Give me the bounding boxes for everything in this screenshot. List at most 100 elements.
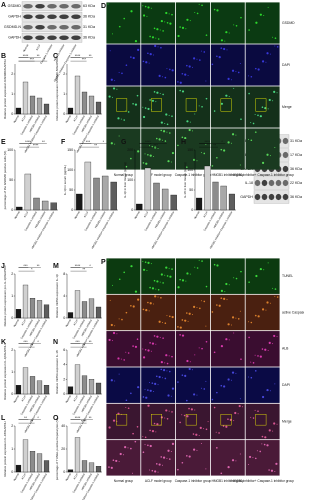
stain-dot [177, 326, 179, 328]
stain-dot [185, 280, 187, 282]
stain-dot [147, 301, 149, 304]
bar [204, 165, 211, 211]
stain-dot [110, 466, 113, 469]
stain-dot [168, 315, 171, 318]
significance: ** [213, 143, 216, 147]
stain-dot [160, 121, 163, 124]
stain-dot [181, 414, 183, 416]
x-tick-label: ACLF [20, 114, 27, 122]
stain-dot [193, 57, 196, 60]
stain-dot [164, 377, 167, 380]
stain-dot [254, 314, 257, 317]
bar [95, 382, 102, 395]
stain-dot [116, 88, 118, 90]
bar [29, 95, 36, 115]
blot-row-name: GAPDH [240, 195, 253, 199]
stain-dot [220, 39, 224, 42]
stain-dot [134, 440, 137, 443]
stain-dot [125, 311, 128, 314]
stain-dot [248, 336, 250, 339]
stain-dot [190, 408, 193, 411]
stain-dot [144, 388, 146, 390]
stain-dot [168, 370, 171, 373]
lane-label: ACLF [35, 43, 42, 51]
blot-size: 22 KDa [290, 181, 302, 185]
blot-band [71, 14, 81, 20]
significance: **** [33, 143, 39, 147]
stain-dot [227, 323, 230, 326]
stain-dot [161, 321, 163, 323]
stain-dot [168, 410, 170, 412]
stain-dot [194, 266, 196, 268]
stain-dot [147, 389, 149, 391]
x-tick-label: ACLF [20, 472, 27, 480]
group-label: Caspase-1 inhibitor group [175, 479, 212, 483]
stain-dot [166, 457, 168, 459]
stain-dot [237, 413, 239, 415]
stain-dot [239, 398, 241, 400]
bar [161, 188, 169, 211]
stain-dot [181, 90, 185, 93]
stain-dot [242, 406, 244, 408]
stain-dot [160, 456, 163, 458]
stain-dot [154, 470, 157, 473]
stain-dot [149, 154, 152, 157]
stain-dot [162, 337, 164, 339]
stain-dot [230, 142, 232, 144]
stain-dot [264, 106, 267, 110]
micrograph [176, 128, 210, 170]
bar [81, 460, 88, 473]
significance: *** [30, 57, 35, 61]
panel-label: H [181, 139, 186, 146]
stain-dot [193, 158, 196, 161]
blot-band [275, 179, 282, 187]
stain-dot [213, 8, 216, 11]
bar [212, 181, 219, 211]
stain-dot [247, 376, 249, 378]
stain-dot [142, 348, 144, 350]
channel-label: DAPI [282, 383, 290, 387]
stain-dot [153, 27, 156, 30]
stain-dot [132, 56, 135, 60]
stain-dot [240, 16, 242, 19]
stain-dot [166, 68, 168, 70]
stain-dot [213, 406, 216, 409]
blot-band [47, 24, 57, 30]
bar [50, 202, 57, 211]
stain-dot [149, 389, 152, 392]
bar [81, 91, 88, 115]
stain-dot [272, 100, 274, 102]
stain-dot [189, 121, 191, 123]
zoom-box [116, 98, 128, 112]
y-tick-label: 1 [11, 447, 13, 451]
stain-dot [156, 423, 159, 426]
stain-dot [274, 288, 277, 290]
significance: ** [89, 340, 92, 344]
stain-dot [198, 3, 200, 5]
stain-dot [153, 422, 156, 425]
stain-dot [145, 61, 148, 64]
stain-dot [169, 275, 172, 278]
stain-dot [276, 423, 278, 425]
bar [29, 451, 36, 473]
y-axis-label: percentage of TUNEL positive hepatocytes… [55, 418, 59, 480]
bar [95, 101, 102, 115]
zoom-box [220, 98, 232, 112]
significance: ** [30, 419, 33, 423]
stain-dot [254, 354, 256, 356]
blot-band [254, 179, 261, 187]
stain-dot [205, 144, 207, 146]
significance: * [221, 140, 223, 144]
stain-dot [256, 450, 258, 452]
y-tick-label: 0 [71, 208, 73, 212]
bar [95, 466, 102, 473]
stain-dot [181, 334, 185, 337]
stain-dot [186, 415, 189, 418]
stain-dot [199, 426, 202, 429]
stain-dot [148, 62, 150, 64]
blot-size: 31 KDa [83, 25, 95, 29]
stain-dot [266, 388, 269, 392]
stain-dot [255, 21, 258, 24]
stain-dot [142, 451, 145, 454]
stain-dot [159, 336, 161, 338]
